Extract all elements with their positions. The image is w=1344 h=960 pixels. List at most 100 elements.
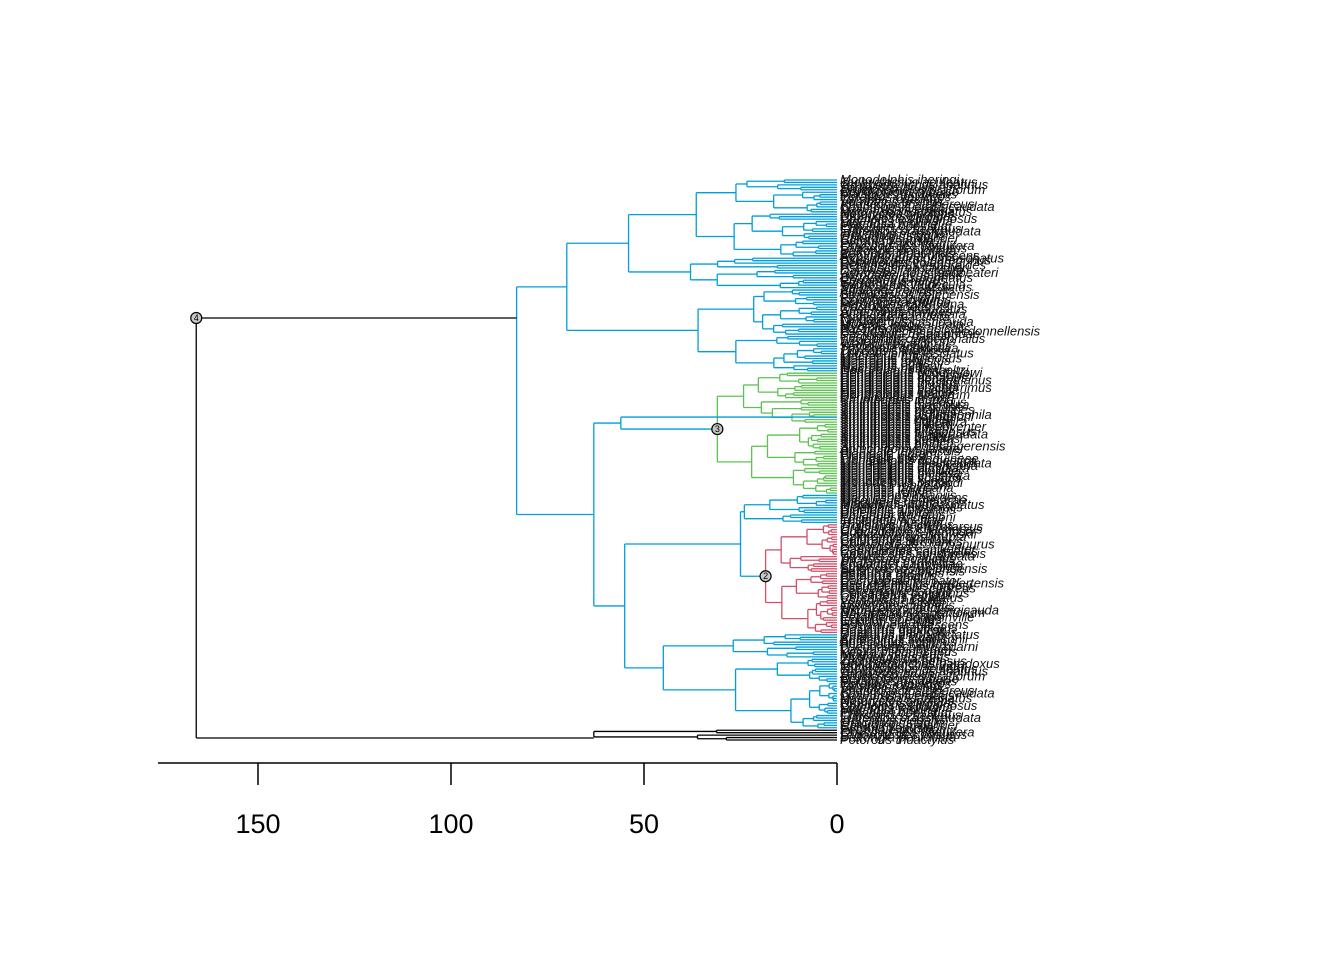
tip-label: Philander opossum	[840, 218, 951, 233]
tip-label: Spilocuscus rufoniger	[840, 558, 965, 573]
tip-label: Dactylopsila trivirgata	[840, 262, 964, 277]
tip-label: Marmosa murina	[840, 703, 938, 718]
tip-label: Sminthopsis aitkeni	[840, 421, 953, 436]
tip-label: Petaurus abidi	[840, 571, 924, 586]
tip-label: Marmosops incanus	[840, 487, 957, 502]
tip-label: Petaurus breviceps	[840, 676, 952, 691]
tip-label: Sminthopsis macroura	[840, 397, 969, 412]
tip-label: Dasyuroides byrnei	[840, 642, 952, 657]
tip-label: Ningaui yvonneae	[840, 646, 944, 661]
tip-label: Lagostrophus fasciatus	[840, 346, 974, 361]
tip-label: Notoryctes caurinus	[840, 598, 955, 613]
tip-label: Sminthopsis butleri	[840, 429, 951, 444]
tip-label: Dasycercus cristicauda	[840, 314, 974, 329]
tip-label: Myrmecobius fasciatus	[840, 204, 973, 219]
tip-label: Sminthopsis archeri	[840, 434, 955, 449]
tip-label: Thylamys macrurus	[840, 517, 954, 532]
tip-label: Philander opossum	[840, 705, 951, 720]
tip-label: Cercartetus caudatus	[840, 590, 964, 605]
tip-label: Micoureus demerarae	[840, 492, 966, 507]
tip-label: Gracilinanus agilis	[840, 228, 946, 243]
tip-label: Dasyurus geoffroii	[840, 622, 946, 637]
tip-label: Planigale ingrami	[840, 446, 941, 461]
tip-label: Monodelphis scalops	[840, 470, 962, 485]
tip-label: Lutreolina crassicaudata	[840, 710, 981, 725]
tip-label: Lestodelphys halli	[840, 512, 944, 527]
tip-label: Dendrolagus mbaiso	[840, 671, 959, 686]
tip-label: Tachyglossus aculeatus	[840, 661, 978, 676]
tip-label: Cercartetus concinnus	[840, 585, 970, 600]
tip-label: Microperoryctes longicauda	[840, 602, 999, 617]
tip-label: Caenolestes convelatus	[840, 544, 979, 559]
time-axis: 150 100 50 0	[158, 762, 845, 839]
tip-label: Didelphis aurita	[840, 505, 930, 520]
tip-label: Sminthopsis crassicaudata	[840, 686, 995, 701]
tip-label: Caluromys derbianus	[840, 534, 963, 549]
tip-label: Potorous tridactylus	[840, 245, 955, 260]
tip-label: Parantechinus apicalis	[840, 321, 971, 336]
tip-label: Monodelphis domestica	[840, 453, 977, 468]
tip-label: Caluromysiops irrupta	[840, 529, 966, 544]
tip-label: Pseudochirops cupreus	[840, 580, 976, 595]
tip-label: Dasykaluta rosamondae	[840, 326, 980, 341]
tip-label: Phascolarctos cinereus	[840, 683, 975, 698]
tip-label: Dasyurus maculatus	[840, 620, 958, 635]
tip-label: Vombatus ursinus	[840, 194, 944, 209]
tip-label: Phascolarctos cinereus	[840, 196, 975, 211]
tip-label: Aepyprymnus rufescens	[839, 248, 980, 263]
tip-label: Caenolestes condorensis	[840, 546, 986, 561]
tip-label: Petropseudes dahli	[840, 583, 952, 598]
tip-label: Sminthopsis douglasi	[840, 431, 964, 446]
tip-label: Monodelphis americana	[840, 458, 978, 473]
tip-label: Pseudochirulus forbesi	[840, 578, 973, 593]
tip-label: Antechinus minimus	[839, 634, 957, 649]
tip-label: Monodelphis osgoodi	[840, 475, 964, 490]
tip-label: Burramys parvus	[840, 275, 939, 290]
tip-label: Monodelphis theresa	[840, 465, 961, 480]
tip-label: Sminthopsis fuliginosus	[840, 424, 976, 439]
node-marker-3	[711, 422, 724, 436]
tip-label: Caluromys philander	[840, 231, 960, 246]
tip-label: Dendrolagus stellarum	[840, 387, 970, 402]
tip-label: Perameles bougainville	[840, 610, 974, 625]
tip-label: Phascogale calura	[840, 637, 947, 652]
tip-label: Petrogale godmani	[840, 722, 950, 737]
axis-tick-label: 0	[829, 809, 844, 839]
tip-label: Tachyglossus aculeatus	[840, 174, 978, 189]
tip-label: Spilocuscus maculatus	[840, 280, 973, 295]
tip-label: Petaurus breviceps	[840, 189, 952, 204]
tip-label: Phalanger orientalis	[840, 282, 955, 297]
tip-label: Dasyurus viverrinus	[840, 201, 955, 216]
tip-label: Dendrolagus pulcherrimus	[840, 380, 992, 395]
tip-label: Macrotis lagotis	[840, 299, 931, 314]
tip-label: Antechinus flavipes	[839, 304, 953, 319]
tip-label: Sminthopsis psammophila	[840, 407, 992, 422]
tip-label: Dendrolagus inustus	[840, 375, 959, 390]
tip-label: Ornithorhynchus anatinus	[840, 664, 989, 679]
tip-label: Petaurus norfolcensis	[840, 563, 966, 578]
tip-label: Caenolestes fuliginosus	[840, 698, 978, 713]
tree-branches	[195, 179, 837, 741]
tip-label: Pseudantechinus macdonnellensis	[840, 324, 1041, 339]
tip-label: Bettongia penicillata	[840, 243, 956, 258]
tip-label: Echymipera rufescens	[840, 617, 969, 632]
tip-label: Ningaui ridei	[840, 311, 913, 326]
tip-label: Dromiciops gliroides	[840, 695, 958, 710]
tip-label: Dendrolagus bennettianus	[840, 373, 992, 388]
tip-label: Marmosa mexicana	[840, 480, 953, 495]
tip-label: Trichosurus caninus	[840, 551, 956, 566]
tip-label: Dendrolagus goodfellowi	[840, 365, 983, 380]
tip-label: Macropus parma	[840, 360, 938, 375]
tip-label: Dasyurus hallucatus	[840, 624, 958, 639]
tip-label: Lestoros inca	[840, 539, 917, 554]
tip-label: Sminthopsis youngsoni	[840, 409, 975, 424]
tip-label: Kaluta pseudochirus	[840, 644, 958, 659]
tip-label: Perameles gunnii	[840, 289, 942, 304]
tip-label: Dasyurus albopunctatus	[840, 627, 980, 642]
axis-tick-label: 150	[235, 809, 280, 839]
tip-label: Ornithorhynchus paradoxus	[840, 656, 1000, 671]
tip-label: Echymipera kalubu	[840, 294, 951, 309]
tip-label: Wyulda squamicaudata	[840, 549, 975, 564]
